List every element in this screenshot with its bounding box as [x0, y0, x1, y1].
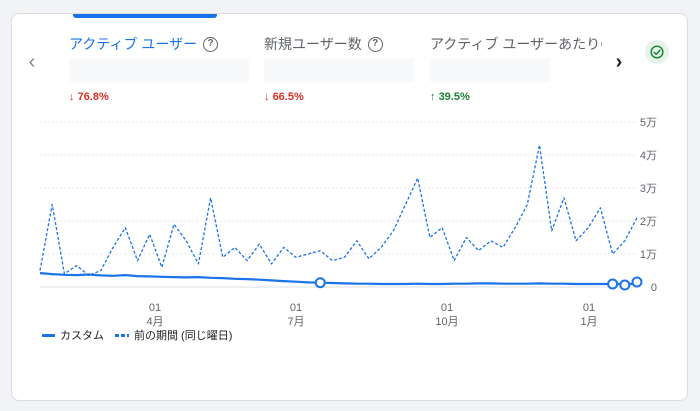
metric-value-placeholder — [430, 58, 550, 82]
y-tick-label: 3万 — [640, 183, 657, 195]
series-line-previous — [39, 144, 638, 277]
annotation-marker — [607, 278, 619, 290]
x-tick-day: 01 — [583, 302, 595, 314]
nav-left-arrow[interactable]: ‹ — [28, 51, 36, 73]
y-tick-label: 5万 — [640, 117, 657, 129]
tab-active-users[interactable]: アクティブ ユーザー ? — [69, 34, 219, 54]
y-tick-label: 1万 — [640, 249, 657, 261]
x-tick-month: 10月 — [435, 316, 458, 328]
x-tick-month: 7月 — [287, 316, 304, 328]
x-tick-day: 01 — [290, 302, 302, 314]
check-icon — [645, 40, 669, 64]
arrow-down-icon: ↓ — [69, 91, 75, 103]
nav-right-arrow[interactable]: › — [615, 51, 623, 73]
delta-new-users: ↓ 66.5% — [264, 91, 304, 103]
y-tick-label: 4万 — [640, 150, 657, 162]
delta-per-active-user: ↑ 39.5% — [430, 91, 470, 103]
legend-solid-line-icon — [42, 333, 55, 337]
y-tick-label: 0 — [651, 282, 657, 294]
x-tick-day: 01 — [149, 302, 161, 314]
x-tick-month: 1月 — [580, 316, 597, 328]
tab-label: アクティブ ユーザーあたりの — [430, 36, 602, 52]
legend-dashed-line-icon — [115, 333, 129, 337]
annotation-marker — [314, 277, 326, 289]
chart-legend: カスタム 前の期間 (同じ曜日) — [42, 327, 238, 343]
annotation-marker — [619, 279, 631, 291]
metric-value-placeholder — [264, 58, 414, 82]
line-chart: 5万 4万 3万 2万 1万 0 01 4月 01 7月 01 10月 01 1月 — [39, 117, 657, 328]
tab-label: アクティブ ユーザー — [69, 36, 198, 52]
metric-value-placeholder — [69, 58, 249, 82]
x-tick-month: 4月 — [146, 316, 163, 328]
series-line-current — [39, 272, 637, 286]
annotation-marker — [631, 276, 643, 288]
tab-new-users[interactable]: 新規ユーザー数 ? — [264, 34, 383, 54]
legend-item-current[interactable]: カスタム — [42, 327, 104, 343]
x-tick-day: 01 — [441, 302, 453, 314]
legend-item-previous[interactable]: 前の期間 (同じ曜日) — [115, 327, 232, 343]
active-users-card: ‹ › アクティブ ユーザー ? 新規ユーザー数 ? アクティブ ユーザーあたり… — [11, 13, 688, 401]
tab-label: 新規ユーザー数 — [264, 36, 362, 52]
y-tick-label: 2万 — [640, 216, 657, 228]
arrow-down-icon: ↓ — [264, 91, 270, 103]
help-icon[interactable]: ? — [203, 36, 219, 52]
help-icon[interactable]: ? — [367, 36, 383, 52]
arrow-up-icon: ↑ — [430, 91, 436, 103]
tab-per-active-user[interactable]: アクティブ ユーザーあたりの — [430, 34, 602, 54]
active-tab-indicator — [73, 14, 217, 18]
delta-active-users: ↓ 76.8% — [69, 91, 109, 103]
